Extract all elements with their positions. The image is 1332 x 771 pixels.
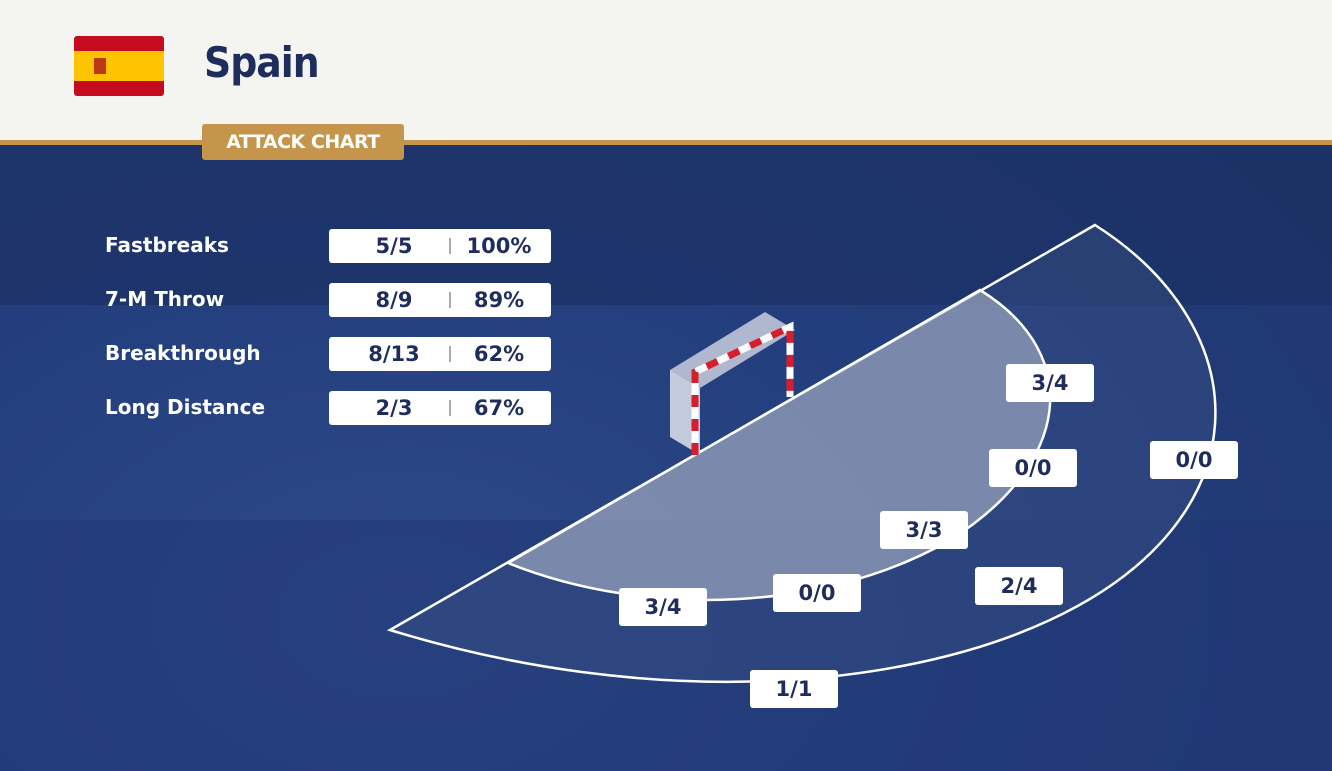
team-name: Spain [204, 38, 320, 87]
stat-ratio: 2/3 [375, 396, 413, 420]
stands [0, 145, 1332, 305]
stat-percent: 89% [473, 288, 525, 312]
zone-label: 2/4 [975, 567, 1063, 605]
divider [449, 400, 451, 416]
zone-label: 0/0 [989, 449, 1077, 487]
stat-percent: 100% [466, 234, 532, 258]
goal [670, 312, 795, 455]
stat-box: 8/13 62% [329, 337, 551, 371]
divider [449, 346, 451, 362]
stat-label: Breakthrough [105, 341, 261, 365]
header: Spain [0, 0, 1332, 145]
stat-box: 5/5 100% [329, 229, 551, 263]
stat-label: Fastbreaks [105, 233, 229, 257]
zone-label: 3/4 [1006, 364, 1094, 402]
divider [449, 292, 451, 308]
stat-label: Long Distance [105, 395, 266, 419]
stat-ratio: 8/9 [375, 288, 413, 312]
zone-label: 3/4 [619, 588, 707, 626]
flag [74, 36, 164, 96]
stat-box: 2/3 67% [329, 391, 551, 425]
stat-box: 8/9 89% [329, 283, 551, 317]
stat-ratio: 5/5 [375, 234, 413, 258]
badge: ATTACK CHART [202, 124, 404, 160]
divider [449, 238, 451, 254]
zone-label: 3/3 [880, 511, 968, 549]
stat-label: 7-M Throw [105, 287, 225, 311]
stat-percent: 62% [473, 342, 525, 366]
zone-label: 0/0 [1150, 441, 1238, 479]
stat-percent: 67% [473, 396, 525, 420]
zone-label: 0/0 [773, 574, 861, 612]
zone-label: 1/1 [750, 670, 838, 708]
stat-ratio: 8/13 [368, 342, 420, 366]
